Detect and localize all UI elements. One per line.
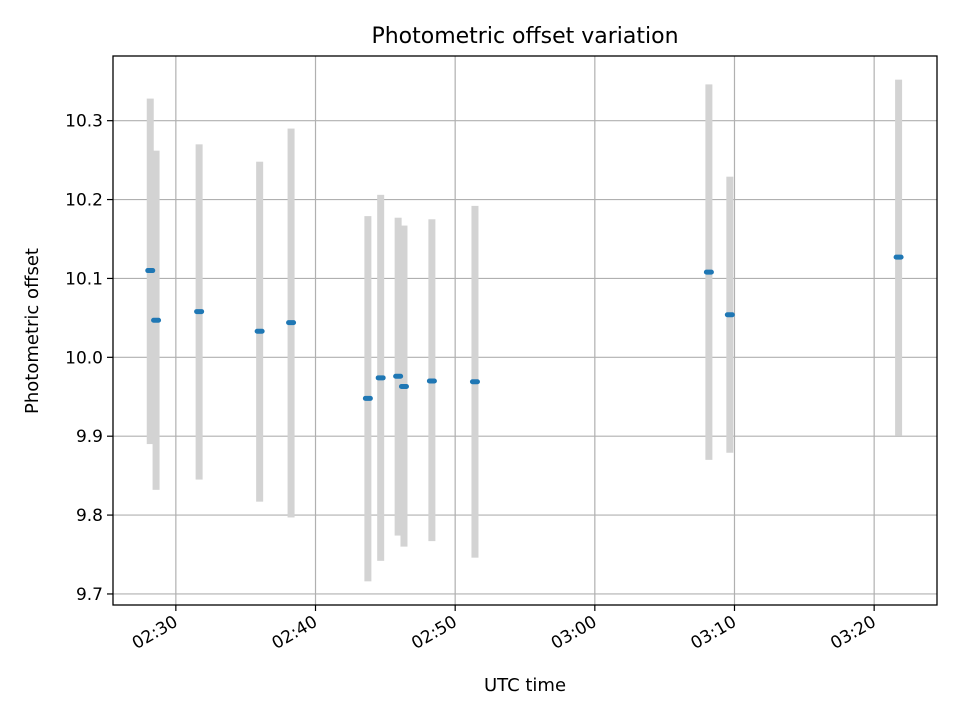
data-point <box>893 254 904 260</box>
y-tick-label: 10.2 <box>65 191 103 211</box>
grid-lines <box>113 56 937 605</box>
data-point <box>393 373 404 379</box>
data-point <box>375 375 386 381</box>
data-point <box>398 384 409 390</box>
data-point <box>286 320 297 326</box>
x-tick-label: 03:00 <box>548 612 600 654</box>
chart-title: Photometric offset variation <box>371 24 678 49</box>
plot-frame <box>112 55 938 606</box>
data-point <box>469 379 480 385</box>
data-point <box>145 268 156 274</box>
data-point <box>194 309 205 315</box>
x-tick-label: 03:20 <box>827 612 879 654</box>
y-tick-label: 9.8 <box>76 506 103 526</box>
x-tick-label: 02:30 <box>129 612 181 654</box>
data-point <box>426 378 437 384</box>
x-tick-label: 02:50 <box>408 612 460 654</box>
x-axis-label: UTC time <box>484 675 566 696</box>
data-point <box>362 395 373 401</box>
y-tick-label: 10.0 <box>65 348 103 368</box>
x-tick-label: 02:40 <box>269 612 321 654</box>
data-point <box>703 269 714 275</box>
data-points <box>145 254 904 401</box>
data-point <box>724 312 735 318</box>
data-point <box>254 328 265 334</box>
x-tick-label: 03:10 <box>688 612 740 654</box>
y-tick-label: 9.7 <box>76 585 103 605</box>
data-point <box>151 317 162 323</box>
y-tick-label: 10.1 <box>65 269 103 289</box>
y-tick-label: 10.3 <box>65 112 103 132</box>
y-axis-label: Photometric offset <box>22 248 43 414</box>
y-tick-label: 9.9 <box>76 427 103 447</box>
